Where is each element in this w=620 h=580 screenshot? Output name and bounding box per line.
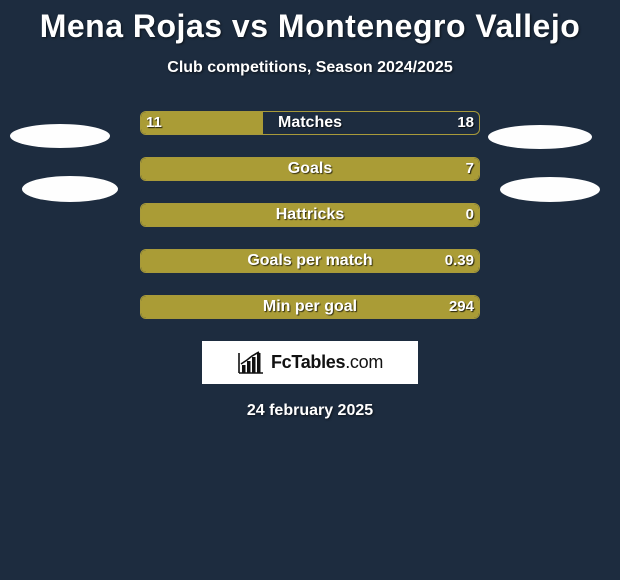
stat-row-matches: 11Matches18 <box>0 111 620 135</box>
brand-tld: .com <box>345 352 383 372</box>
brand-text: FcTables.com <box>271 352 383 373</box>
chart-icon <box>237 351 265 375</box>
stat-row-hattricks: Hattricks0 <box>0 203 620 227</box>
footer-date: 24 february 2025 <box>0 402 620 420</box>
stat-bar-track <box>140 111 480 135</box>
page-title: Mena Rojas vs Montenegro Vallejo <box>0 0 620 45</box>
stat-bar-fill <box>141 112 263 134</box>
brand-main: FcTables <box>271 352 345 372</box>
stat-row-goals: Goals7 <box>0 157 620 181</box>
stat-bar-fill <box>141 158 479 180</box>
stat-bar-fill <box>141 204 479 226</box>
brand-logo: FcTables.com <box>202 341 418 384</box>
stat-bar-track <box>140 249 480 273</box>
stat-row-goals-per-match: Goals per match0.39 <box>0 249 620 273</box>
stat-bar-fill <box>141 296 479 318</box>
stat-bar-track <box>140 157 480 181</box>
subtitle: Club competitions, Season 2024/2025 <box>0 59 620 77</box>
stat-bar-track <box>140 295 480 319</box>
stat-bar-fill <box>141 250 479 272</box>
stat-bar-track <box>140 203 480 227</box>
stat-row-min-per-goal: Min per goal294 <box>0 295 620 319</box>
